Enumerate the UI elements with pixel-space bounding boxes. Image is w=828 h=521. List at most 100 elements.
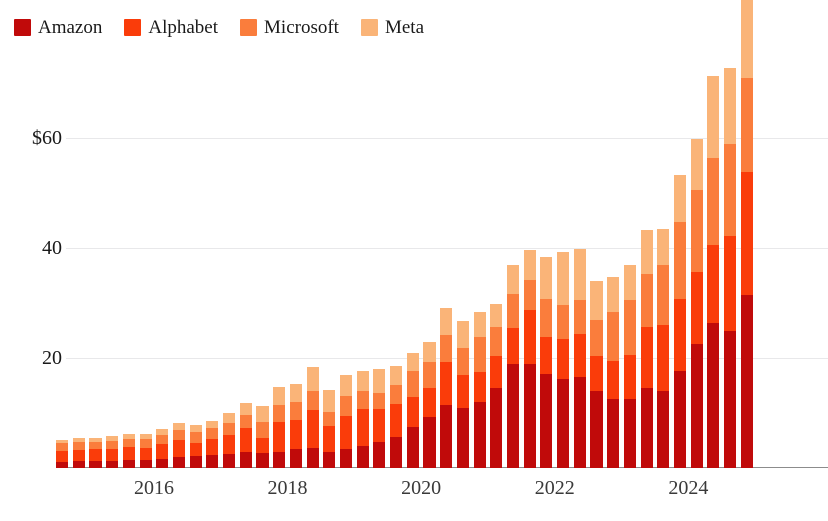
bar-segment-microsoft (339, 395, 353, 416)
bar-q4-2019[interactable] (373, 369, 386, 468)
bar-q3-2018[interactable] (289, 383, 302, 468)
bar-q3-2023[interactable] (623, 264, 636, 468)
bar-segment-alphabet (440, 362, 453, 405)
bar-segment-microsoft (156, 435, 169, 445)
bar-segment-amazon (673, 371, 687, 468)
bar-q2-2018[interactable] (273, 386, 286, 468)
bar-q4-2022[interactable] (573, 249, 586, 468)
bar-segment-microsoft (256, 421, 269, 438)
bar-q1-2017[interactable] (189, 425, 202, 468)
bar-q3-2024[interactable] (690, 139, 703, 468)
bar-segment-amazon (106, 460, 119, 468)
bar-segment-microsoft (557, 304, 570, 340)
bar-q2-2015[interactable] (72, 438, 85, 468)
bar-q4-2015[interactable] (106, 436, 119, 468)
bar-q2-2017[interactable] (206, 420, 219, 468)
bar-q3-2017[interactable] (223, 413, 236, 468)
bar-q1-2016[interactable] (122, 434, 135, 468)
bar-segment-alphabet (156, 444, 169, 459)
chart-legend: Amazon Alphabet Microsoft Meta (14, 15, 446, 39)
bar-segment-microsoft (490, 327, 503, 356)
bar-q2-2025[interactable] (740, 0, 753, 468)
bar-segment-alphabet (273, 421, 286, 453)
bar-segment-meta (89, 437, 102, 442)
bar-segment-alphabet (623, 354, 636, 400)
bar-segment-alphabet (89, 449, 102, 462)
x-tick-label-2020: 2020 (401, 477, 442, 499)
legend-label-alphabet: Alphabet (148, 16, 219, 38)
bar-segment-amazon (657, 391, 670, 468)
bar-segment-alphabet (473, 371, 486, 402)
bar-q1-2025[interactable] (724, 68, 737, 468)
bar-segment-meta (540, 257, 553, 299)
bar-q2-2016[interactable] (139, 433, 152, 468)
bar-segment-microsoft (423, 361, 436, 388)
bar-segment-amazon (56, 461, 69, 468)
bar-segment-alphabet (139, 448, 152, 460)
legend-label-meta: Meta (384, 16, 425, 38)
bar-q4-2020[interactable] (440, 307, 453, 468)
bar-segment-amazon (256, 452, 269, 468)
bar-segment-amazon (523, 363, 536, 468)
legend-item-microsoft[interactable]: Microsoft (240, 18, 339, 37)
bar-segment-alphabet (289, 420, 302, 450)
bar-q4-2018[interactable] (306, 366, 319, 468)
bar-q2-2021[interactable] (473, 311, 486, 468)
bar-segment-alphabet (390, 404, 403, 438)
bar-segment-meta (289, 383, 302, 403)
bar-q3-2015[interactable] (89, 437, 102, 468)
bar-q1-2022[interactable] (523, 250, 536, 468)
bar-q4-2016[interactable] (172, 423, 186, 468)
bar-segment-microsoft (356, 391, 369, 410)
legend-swatch-amazon (14, 18, 31, 36)
bar-q1-2021[interactable] (456, 321, 469, 468)
bar-segment-meta (106, 436, 119, 441)
bar-segment-microsoft (590, 320, 603, 357)
bar-q3-2020[interactable] (423, 341, 436, 468)
bar-q1-2018[interactable] (256, 406, 269, 468)
bar-q2-2023[interactable] (607, 277, 620, 468)
bar-segment-meta (523, 250, 536, 281)
gridline-40 (66, 248, 828, 249)
bar-q2-2024[interactable] (673, 175, 687, 468)
bar-q3-2021[interactable] (490, 303, 503, 468)
bar-segment-amazon (89, 461, 102, 468)
bar-q3-2016[interactable] (156, 428, 169, 468)
legend-item-alphabet[interactable]: Alphabet (124, 18, 218, 37)
bar-q4-2017[interactable] (239, 402, 252, 468)
bar-q2-2022[interactable] (540, 257, 553, 468)
bar-q2-2020[interactable] (406, 353, 419, 468)
bar-q1-2019[interactable] (323, 389, 336, 468)
bar-segment-meta (139, 433, 152, 440)
legend-item-meta[interactable]: Meta (360, 16, 425, 38)
y-tick-label-60: $60 (32, 127, 62, 149)
bar-segment-amazon (690, 343, 703, 468)
bar-segment-amazon (440, 404, 453, 468)
bar-q1-2015[interactable] (56, 439, 69, 468)
bar-q1-2020[interactable] (390, 366, 403, 468)
bar-q4-2021[interactable] (506, 264, 520, 468)
bar-segment-microsoft (139, 439, 152, 449)
bar-q3-2022[interactable] (557, 252, 570, 468)
bar-segment-microsoft (623, 300, 636, 355)
bar-q4-2024[interactable] (707, 76, 720, 468)
bar-segment-meta (557, 252, 570, 305)
bar-q2-2019[interactable] (339, 375, 353, 468)
bar-segment-meta (707, 76, 720, 158)
bar-q1-2023[interactable] (590, 281, 603, 468)
bar-q4-2023[interactable] (640, 230, 653, 468)
bar-q3-2019[interactable] (356, 370, 369, 468)
gridline-60 (66, 138, 828, 139)
bar-segment-alphabet (590, 356, 603, 391)
bar-segment-meta (189, 425, 202, 433)
bar-segment-microsoft (106, 440, 119, 450)
bar-segment-alphabet (189, 442, 202, 457)
bar-segment-meta (623, 264, 636, 301)
legend-item-amazon[interactable]: Amazon (14, 18, 102, 37)
bar-segment-meta (273, 386, 286, 406)
bar-segment-alphabet (356, 409, 369, 446)
bar-segment-microsoft (89, 441, 102, 450)
bar-q1-2024[interactable] (657, 229, 670, 468)
bar-segment-amazon (239, 451, 252, 468)
